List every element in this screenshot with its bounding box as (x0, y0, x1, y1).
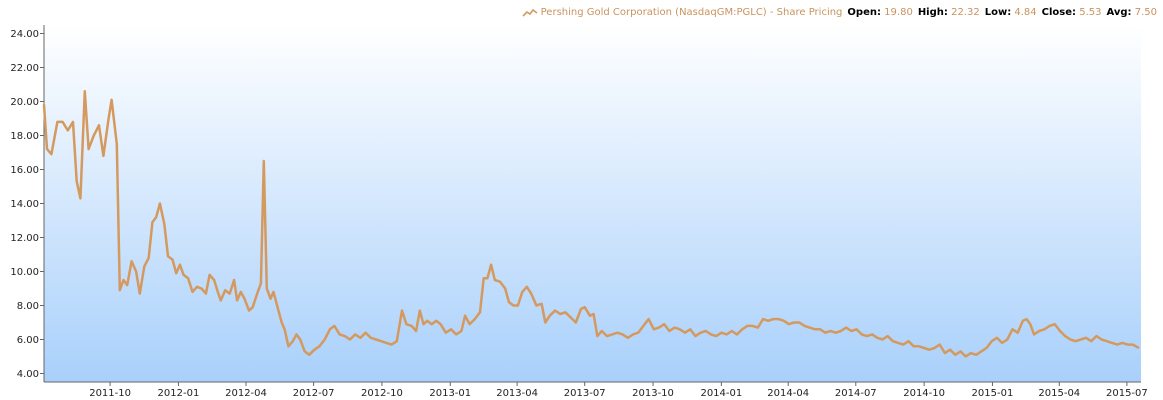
y-tick-label: 24.00 (10, 29, 39, 40)
y-tick-label: 16.00 (10, 165, 39, 176)
x-tick-label: 2012-10 (361, 388, 403, 399)
price-series-line (42, 90, 1140, 358)
legend-high-label: High: (917, 7, 948, 18)
legend-low-label: Low: (984, 7, 1012, 18)
x-axis: 2011-10 2012-01 2012-04 2012-07 2012-10 2013-… (44, 381, 1148, 399)
y-tick-label: 6.00 (17, 335, 39, 346)
x-tick-label: 2013-01 (429, 388, 471, 399)
x-tick-label: 2013-10 (632, 388, 674, 399)
legend-low-value: 4.84 (1014, 7, 1037, 18)
legend-avg-label: Avg: (1106, 7, 1132, 18)
plot-area (44, 25, 1141, 382)
legend-open-value: 19.80 (884, 7, 913, 18)
y-tick-label: 18.00 (10, 131, 39, 142)
x-tick-label: 2012-07 (293, 388, 335, 399)
legend: Pershing Gold Corporation (NasdaqGM:PGLC… (522, 7, 1157, 18)
x-tick-label: 2013-07 (564, 388, 606, 399)
x-tick-label: 2012-04 (225, 388, 267, 399)
x-tick-label: 2011-10 (89, 388, 131, 399)
legend-close-value: 5.53 (1079, 7, 1102, 18)
y-tick-label: 14.00 (10, 199, 39, 210)
x-tick-label: 2014-10 (903, 388, 945, 399)
y-tick-label: 4.00 (17, 369, 39, 380)
x-tick-label: 2015-07 (1106, 388, 1148, 399)
x-tick-label: 2015-01 (972, 388, 1014, 399)
x-tick-label: 2014-07 (835, 388, 877, 399)
y-tick-label: 8.00 (17, 301, 39, 312)
y-tick-label: 22.00 (10, 63, 39, 74)
y-tick-label: 10.00 (10, 267, 39, 278)
legend-open-label: Open: (847, 7, 881, 18)
legend-high-value: 22.32 (951, 7, 980, 18)
legend-close-label: Close: (1041, 7, 1077, 18)
y-axis: 4.00 6.00 8.00 10.00 12.00 14.00 16.00 18.00 20.… (10, 25, 45, 382)
x-tick-label: 2014-01 (700, 388, 742, 399)
x-tick-label: 2015-04 (1038, 388, 1080, 399)
y-tick-label: 12.00 (10, 233, 39, 244)
legend-avg-value: 7.50 (1134, 7, 1157, 18)
x-tick-label: 2012-01 (158, 388, 200, 399)
legend-series-name: Pershing Gold Corporation (NasdaqGM:PGLC… (540, 7, 843, 18)
y-tick-label: 20.00 (10, 97, 39, 108)
line-series-icon (522, 8, 538, 17)
x-tick-label: 2013-04 (496, 388, 538, 399)
x-tick-label: 2014-04 (767, 388, 809, 399)
